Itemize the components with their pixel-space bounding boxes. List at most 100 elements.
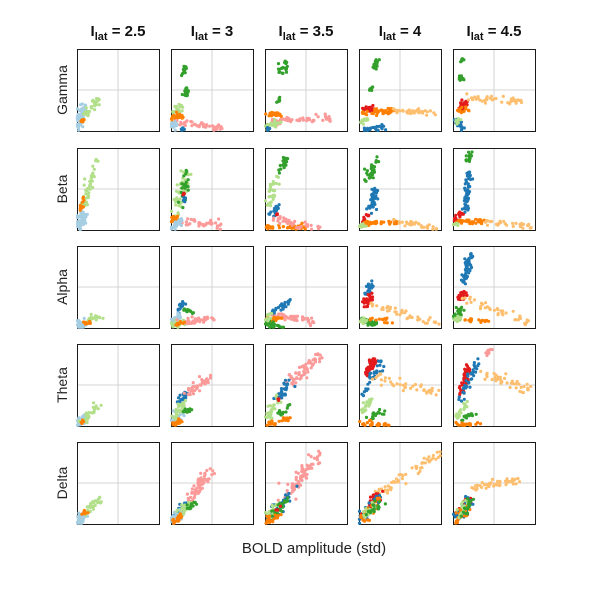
- data-point: [184, 168, 188, 172]
- data-point: [483, 101, 488, 105]
- data-point: [275, 393, 279, 397]
- data-point: [315, 456, 319, 460]
- data-point: [75, 215, 80, 219]
- data-point: [493, 376, 497, 380]
- data-point: [521, 226, 525, 230]
- data-point: [282, 166, 286, 170]
- data-point: [465, 92, 469, 96]
- data-point: [416, 318, 420, 322]
- data-point: [369, 175, 373, 179]
- data-point: [195, 319, 199, 323]
- data-point: [297, 371, 301, 375]
- data-point: [203, 315, 207, 320]
- data-point: [77, 511, 81, 515]
- data-point: [485, 353, 489, 358]
- data-point: [180, 113, 184, 118]
- data-point: [425, 457, 429, 461]
- data-point: [386, 484, 390, 488]
- data-point: [375, 369, 379, 373]
- column-title-2: Ilat = 3: [191, 23, 233, 43]
- data-point: [455, 422, 459, 426]
- data-point: [361, 106, 365, 110]
- data-point: [191, 392, 196, 396]
- data-point: [365, 207, 369, 211]
- data-point: [203, 382, 207, 386]
- data-point: [308, 118, 312, 122]
- data-point: [176, 200, 181, 204]
- data-point: [276, 305, 281, 310]
- data-point: [463, 186, 467, 191]
- data-point: [431, 225, 435, 229]
- data-point: [465, 267, 469, 271]
- data-point: [189, 506, 193, 510]
- data-point: [366, 117, 370, 121]
- data-point: [214, 221, 218, 225]
- data-point: [185, 503, 189, 507]
- data-point: [87, 320, 92, 324]
- data-point: [463, 506, 467, 510]
- data-point: [467, 380, 471, 384]
- data-point: [174, 189, 179, 193]
- data-point: [318, 360, 322, 364]
- data-point: [88, 179, 92, 183]
- data-point: [369, 211, 374, 215]
- data-point: [394, 220, 398, 224]
- data-point: [376, 374, 380, 378]
- data-point: [420, 225, 424, 229]
- data-point: [212, 128, 216, 132]
- data-point: [422, 456, 426, 460]
- data-point: [363, 178, 367, 182]
- data-point: [177, 404, 182, 408]
- data-point: [384, 128, 388, 132]
- data-point: [303, 220, 307, 224]
- data-point: [513, 318, 517, 322]
- data-point: [377, 58, 381, 62]
- data-point: [278, 95, 282, 99]
- panel-theta-col-2: [169, 344, 254, 427]
- data-point: [381, 306, 385, 310]
- data-point: [368, 372, 372, 376]
- data-point: [492, 308, 497, 312]
- data-point: [369, 301, 373, 305]
- data-point: [278, 70, 282, 74]
- column-title-3: Ilat = 3.5: [279, 23, 334, 43]
- data-point: [280, 71, 285, 75]
- data-point: [457, 395, 461, 399]
- data-point: [96, 501, 100, 505]
- data-point: [268, 182, 272, 186]
- data-point: [468, 385, 472, 389]
- data-point: [511, 482, 515, 486]
- data-point: [287, 218, 291, 222]
- data-point: [427, 388, 431, 393]
- data-point: [393, 306, 397, 310]
- data-point: [501, 312, 505, 316]
- data-point: [434, 227, 438, 231]
- data-point: [99, 500, 103, 504]
- column-titles: Ilat = 2.5 Ilat = 3 Ilat = 3.5 Ilat = 4 Ilat…: [91, 23, 522, 43]
- data-point: [476, 357, 480, 361]
- data-point: [369, 419, 373, 423]
- data-point: [464, 386, 468, 390]
- data-point: [469, 372, 473, 376]
- data-point: [273, 112, 277, 116]
- data-point: [171, 111, 175, 115]
- data-point: [278, 113, 282, 117]
- panel-alpha-col-1: [75, 246, 160, 329]
- data-point: [267, 322, 271, 326]
- data-point: [465, 293, 469, 297]
- data-point: [364, 507, 368, 511]
- data-point: [289, 314, 293, 318]
- data-point: [203, 477, 207, 481]
- data-point: [185, 492, 189, 496]
- data-point: [209, 218, 213, 222]
- data-point: [375, 364, 379, 368]
- data-point: [187, 388, 191, 392]
- data-point: [307, 467, 311, 471]
- data-point: [281, 225, 285, 229]
- data-point: [368, 206, 372, 210]
- data-point: [480, 485, 484, 489]
- data-point: [179, 103, 184, 108]
- data-point: [284, 160, 288, 164]
- data-point: [379, 108, 384, 112]
- data-point: [514, 221, 518, 225]
